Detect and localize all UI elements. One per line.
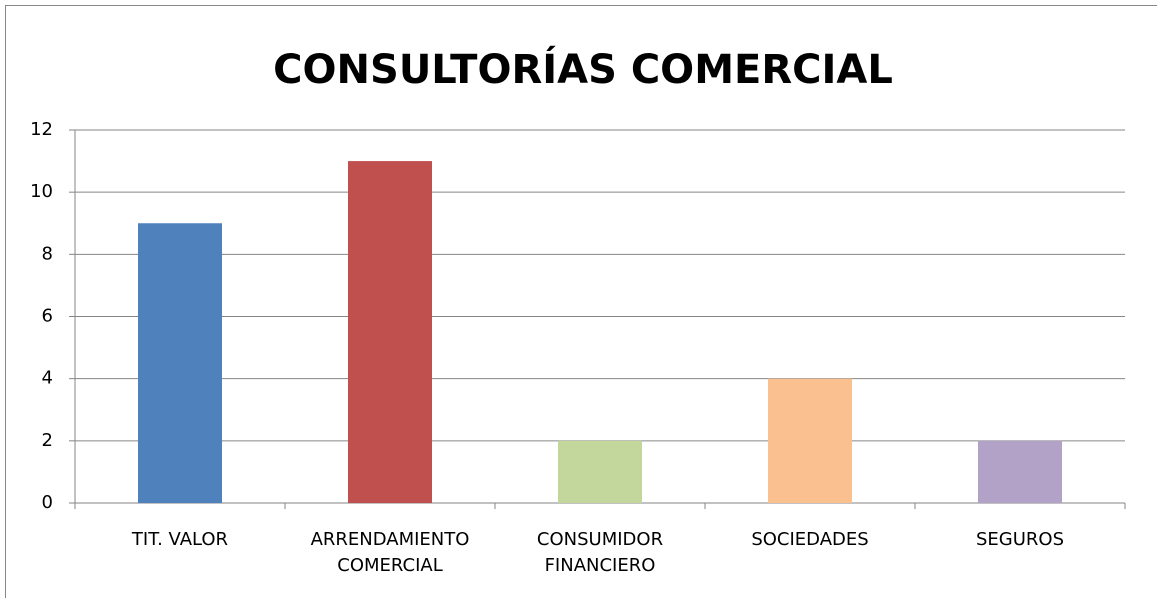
- y-tick-label: 0: [42, 492, 53, 513]
- y-tick-label: 6: [42, 306, 53, 327]
- bar: [138, 223, 222, 503]
- y-tick-label: 2: [42, 430, 53, 451]
- y-tick-label: 12: [30, 119, 53, 140]
- bar: [978, 440, 1062, 503]
- y-tick-label: 8: [42, 243, 53, 264]
- y-tick-label: 10: [30, 181, 53, 202]
- chart-title: CONSULTORÍAS COMERCIAL: [273, 45, 893, 93]
- x-tick-label: SOCIEDADES: [751, 529, 869, 550]
- bar: [558, 440, 642, 503]
- x-tick-label: SEGUROS: [975, 529, 1065, 550]
- x-tick-label: TIT. VALOR: [131, 529, 229, 550]
- bar: [348, 161, 432, 504]
- bar: [768, 378, 852, 503]
- x-tick-label: ARRENDAMIENTO COMERCIAL: [310, 529, 470, 576]
- x-tick-label: CONSUMIDOR FINANCIERO: [536, 529, 664, 576]
- y-tick-label: 4: [42, 368, 53, 389]
